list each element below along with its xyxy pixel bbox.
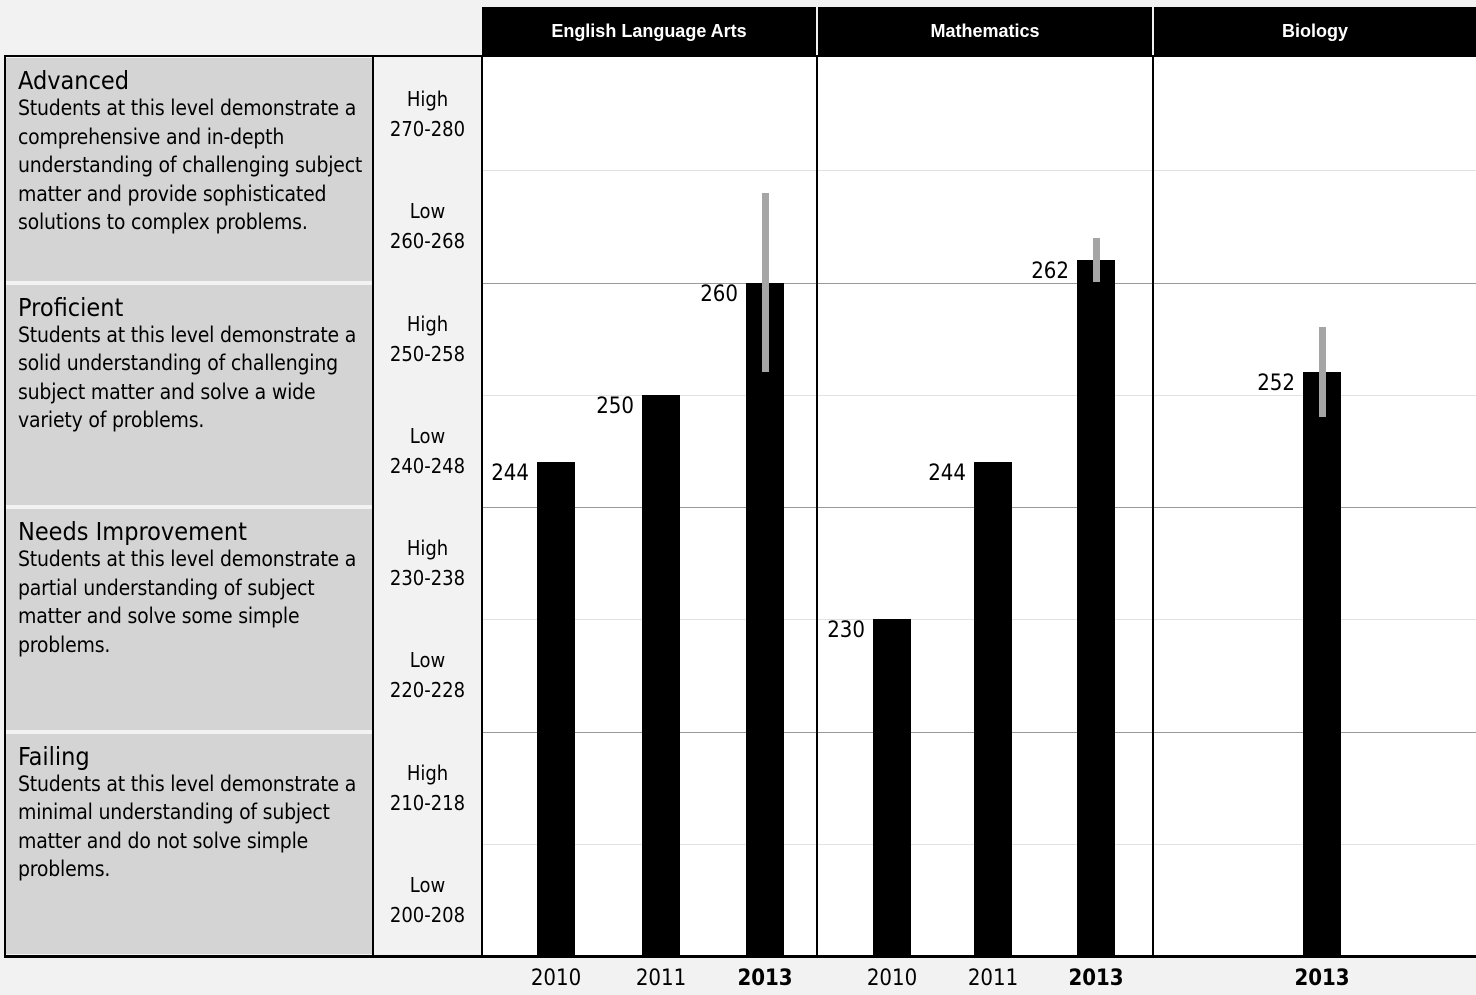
panel-divider xyxy=(1152,56,1154,956)
level-name: Needs Improvement xyxy=(18,517,247,546)
score-band-label: Low 260-268 xyxy=(374,196,481,256)
band-gridline xyxy=(482,395,1476,396)
x-tick-label: 2013 xyxy=(1294,966,1350,991)
top-border xyxy=(4,55,1476,57)
level-description: Students at this level demonstrate a com… xyxy=(18,96,363,234)
bar xyxy=(974,462,1012,956)
error-bar xyxy=(761,192,769,373)
left-border xyxy=(4,56,6,956)
score-band-label: High 210-218 xyxy=(374,758,481,818)
bar xyxy=(873,619,911,956)
bar xyxy=(1303,372,1341,956)
score-band-label: High 230-238 xyxy=(374,533,481,593)
bar-value-label: 230 xyxy=(827,618,865,644)
performance-level-box: Failing Students at this level demonstrat… xyxy=(6,733,372,954)
band-range: 260-268 xyxy=(389,229,466,254)
subject-header: Biology xyxy=(1154,7,1476,55)
score-band-label: Low 200-208 xyxy=(374,870,481,930)
band-level: High xyxy=(406,536,449,561)
x-tick-label: 2013 xyxy=(1068,966,1124,991)
level-name: Advanced xyxy=(18,66,130,95)
band-range: 240-248 xyxy=(389,453,466,478)
error-bar xyxy=(1092,237,1100,283)
bar-value-label: 244 xyxy=(491,461,529,487)
x-tick-label: 2013 xyxy=(737,966,793,991)
bar xyxy=(746,282,784,956)
band-range: 200-208 xyxy=(389,902,466,927)
x-tick-label: 2010 xyxy=(866,966,918,991)
level-description: Students at this level demonstrate a sol… xyxy=(18,322,357,433)
band-level: High xyxy=(406,87,449,112)
performance-level-box: Advanced Students at this level demonstra… xyxy=(6,58,372,281)
bar-value-label: 244 xyxy=(928,461,966,487)
band-column-border xyxy=(372,56,374,956)
bar xyxy=(1077,260,1115,956)
band-range: 270-280 xyxy=(389,117,466,142)
bar xyxy=(642,394,680,956)
score-band-label: High 250-258 xyxy=(374,309,481,369)
bar-value-label: 252 xyxy=(1257,371,1295,397)
level-description: Students at this level demonstrate a min… xyxy=(18,771,357,882)
band-range: 220-228 xyxy=(389,678,466,703)
level-description: Students at this level demonstrate a par… xyxy=(18,547,357,657)
x-tick-label: 2011 xyxy=(967,966,1019,991)
band-level: Low xyxy=(409,648,446,673)
bar-value-label: 250 xyxy=(596,393,634,419)
band-level: High xyxy=(406,311,449,336)
band-range: 250-258 xyxy=(389,341,466,366)
subject-header: English Language Arts xyxy=(482,7,816,55)
error-bar xyxy=(1318,327,1326,418)
band-range: 230-238 xyxy=(389,566,466,591)
subject-header: Mathematics xyxy=(818,7,1152,55)
x-tick-label: 2010 xyxy=(530,966,582,991)
x-tick-label: 2011 xyxy=(635,966,687,991)
band-level: High xyxy=(406,760,449,785)
level-name: Failing xyxy=(18,741,90,771)
performance-level-box: Needs Improvement Students at this level … xyxy=(6,509,372,730)
band-range: 210-218 xyxy=(389,790,466,815)
level-name: Proficient xyxy=(18,292,124,322)
bar-value-label: 262 xyxy=(1031,259,1069,285)
x-axis-line xyxy=(4,955,1476,958)
panel-divider xyxy=(816,56,818,956)
score-band-label: Low 240-248 xyxy=(374,421,481,481)
score-band-label: High 270-280 xyxy=(374,84,481,144)
bar xyxy=(537,462,575,956)
band-level: Low xyxy=(409,199,446,224)
plot-left-border xyxy=(481,56,483,956)
performance-level-box: Proficient Students at this level demonst… xyxy=(6,284,372,505)
band-level: Low xyxy=(409,423,446,448)
bar-value-label: 260 xyxy=(700,281,738,307)
score-band-label: Low 220-228 xyxy=(374,645,481,705)
band-gridline xyxy=(482,170,1476,171)
band-level: Low xyxy=(409,872,446,897)
level-divider xyxy=(482,283,1476,284)
